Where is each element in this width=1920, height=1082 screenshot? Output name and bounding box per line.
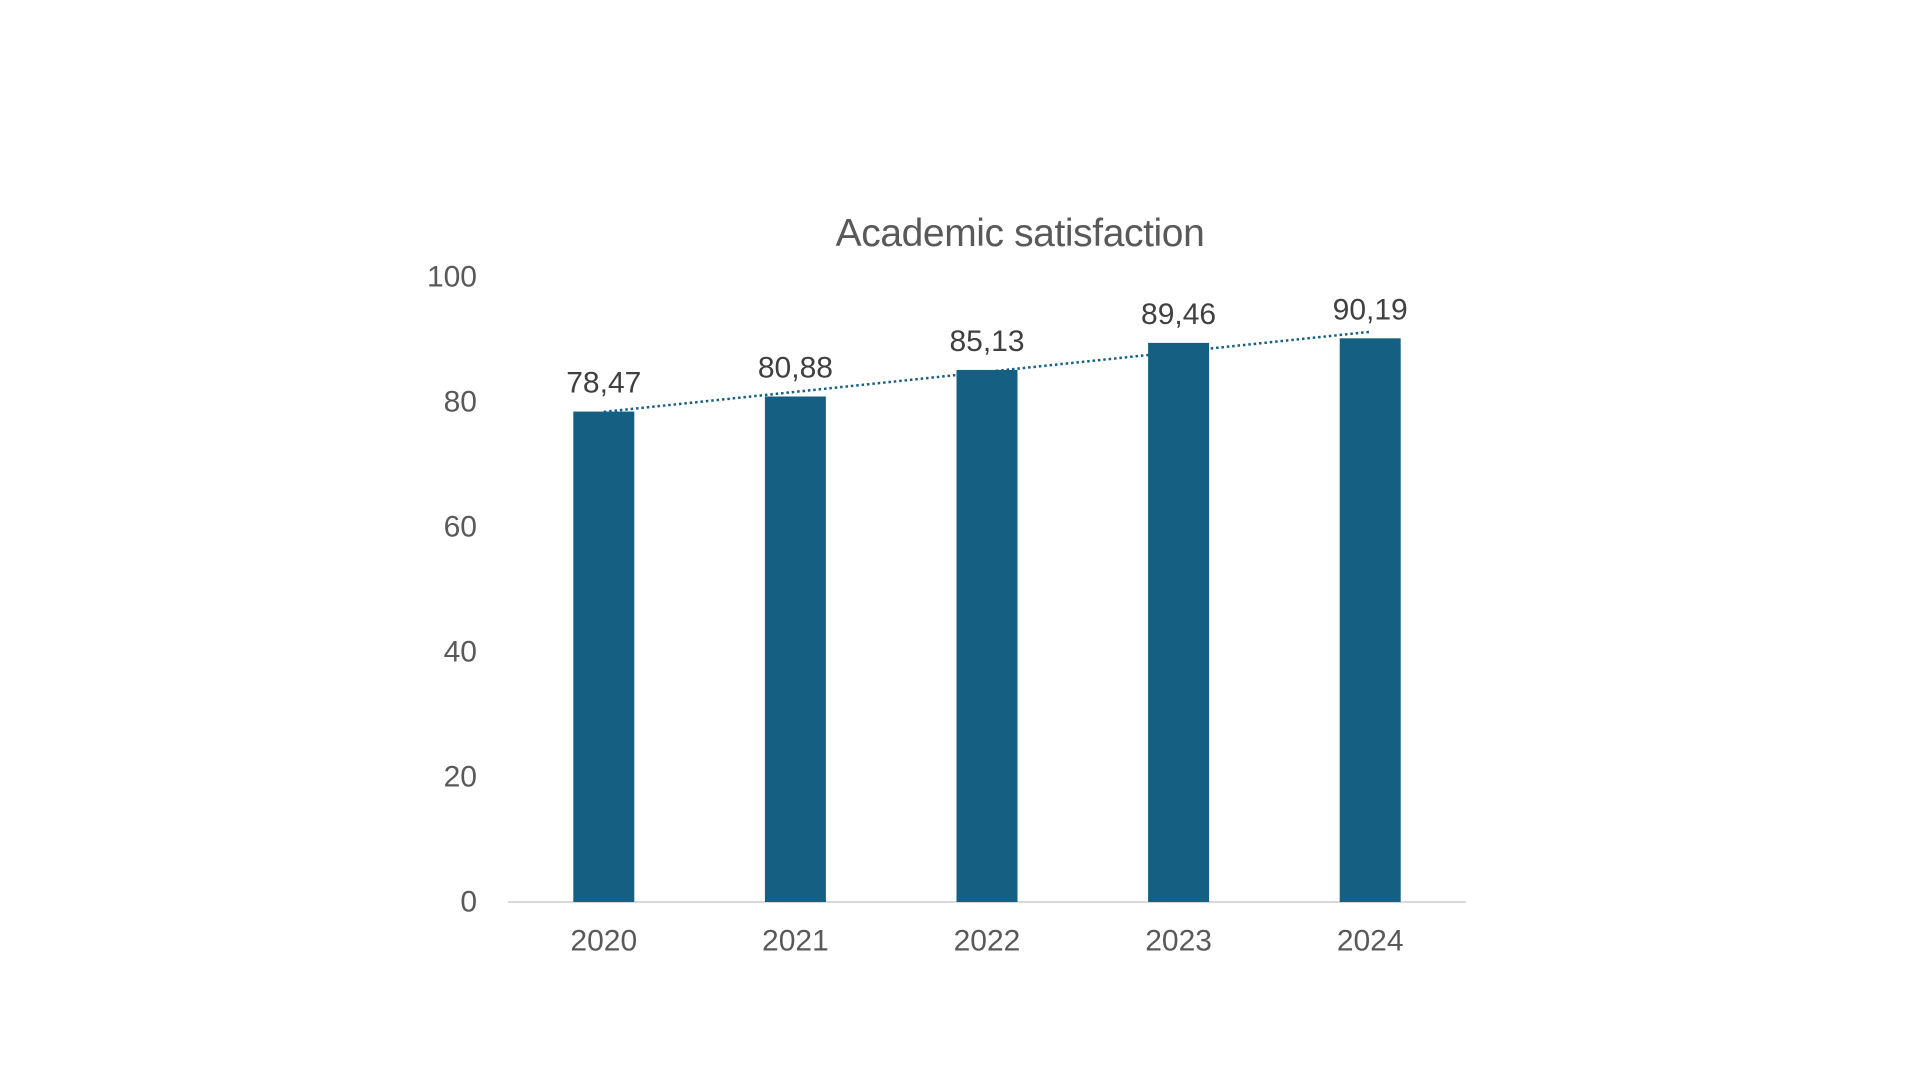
y-tick-label-0: 0 [460, 886, 477, 919]
bar-2020 [573, 411, 635, 902]
bar-2022 [956, 369, 1018, 902]
bar-2023 [1148, 342, 1210, 902]
data-label-2020: 78,47 [566, 367, 641, 400]
chart-title: Academic satisfaction [835, 212, 1205, 255]
x-axis-label-2023: 2023 [1145, 925, 1212, 958]
x-axis-label-2021: 2021 [762, 925, 829, 958]
x-axis-label-2022: 2022 [954, 925, 1021, 958]
bar-2024 [1339, 338, 1401, 902]
y-tick-label-40: 40 [444, 636, 477, 669]
trendline [603, 330, 1371, 414]
data-label-2022: 85,13 [949, 325, 1024, 358]
data-label-2021: 80,88 [758, 352, 833, 385]
x-axis-label-2020: 2020 [570, 925, 637, 958]
y-tick-label-80: 80 [444, 386, 477, 419]
bar-2021 [764, 396, 826, 902]
x-axis-label-2024: 2024 [1337, 925, 1404, 958]
y-tick-label-100: 100 [427, 261, 477, 294]
data-label-2023: 89,46 [1141, 298, 1216, 331]
y-tick-label-20: 20 [444, 761, 477, 794]
y-tick-label-60: 60 [444, 511, 477, 544]
data-label-2024: 90,19 [1333, 293, 1408, 326]
